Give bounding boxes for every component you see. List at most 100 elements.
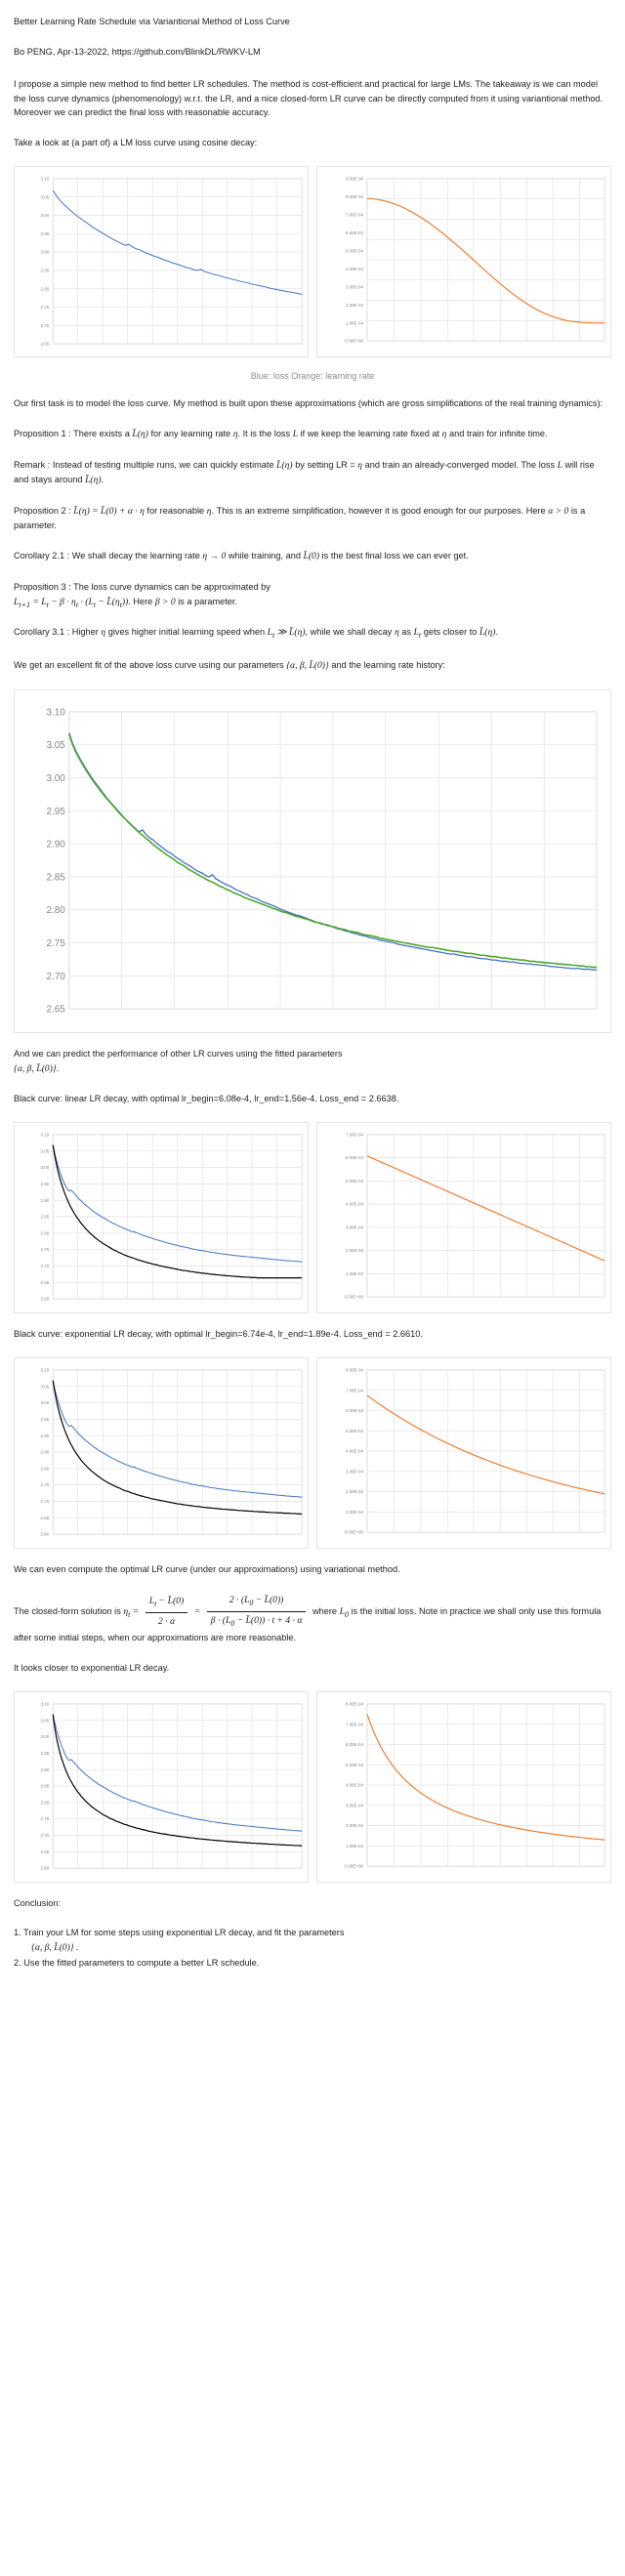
cor31-mid: gives higher initial learning speed when <box>107 627 266 638</box>
conclusion-1-params: {α, β, L̄(0)} . <box>31 1942 79 1954</box>
chart-variational-loss: 3.10 3.05 3.00 2.95 2.90 2.85 2.80 2.75 2.70 2.65… <box>14 1690 309 1883</box>
y-tick-label: 1.00E-04 <box>346 1843 364 1848</box>
y-tick-label: 3.10 <box>41 1133 50 1138</box>
plot-frame <box>366 178 605 342</box>
y-tick-label: 2.60 <box>41 1865 50 1870</box>
chart-row-variational: 3.10 3.05 3.00 2.95 2.90 2.85 2.80 2.75 2.70 2.65… <box>14 1690 611 1883</box>
y-axis-ticks: 3.10 3.05 3.00 2.95 2.90 2.85 2.80 2.75 2.70 2.65 <box>41 177 50 347</box>
prop2-math-eq: L̄(η) = L̄(0) + α · η <box>73 505 145 517</box>
first-task-paragraph: Our first task is to model the loss curv… <box>14 398 604 409</box>
chart-exp-loss: 3.10 3.05 3.00 2.95 2.90 2.85 2.80 2.75 2.70 2.65… <box>14 1357 309 1550</box>
y-tick-label: 2.90 <box>41 250 50 255</box>
closed-form-equals: = <box>193 1605 201 1617</box>
y-tick-label: 7.00E-04 <box>346 1133 364 1138</box>
predict-pre: And we can predict the performance of ot… <box>14 1048 343 1059</box>
y-tick-label: 2.65 <box>41 1516 50 1520</box>
y-axis-ticks: 3.10 3.05 3.00 2.95 2.90 2.85 2.80 2.75 2.70 2.65… <box>41 1701 50 1870</box>
y-tick-label: 2.75 <box>41 1816 50 1821</box>
cor21-math-eta: η → 0 <box>202 551 227 562</box>
fit-post: and the learning rate history: <box>331 660 445 671</box>
y-tick-label: 2.85 <box>41 1215 50 1220</box>
y-axis-ticks: 7.00E-04 6.00E-04 5.00E-04 4.00E-04 3.00E-04… <box>345 1133 364 1300</box>
cor21-mid: while training, and <box>228 551 301 561</box>
y-tick-label: 2.80 <box>46 905 65 916</box>
cor21-pre: Corollary 2.1 : We shall decay the learn… <box>14 551 200 561</box>
y-tick-label: 3.00 <box>41 1734 50 1739</box>
fit-math-params: {α, β, L̄(0)} <box>286 660 329 672</box>
remark-mid: by setting LR = <box>295 459 355 470</box>
proposition-3: Proposition 3 : The loss curve dynamics … <box>14 580 611 612</box>
y-tick-label: 0.00E+00 <box>345 1530 364 1535</box>
y-tick-label: 2.00E-04 <box>346 1823 364 1828</box>
y-tick-label: 2.80 <box>41 1800 50 1805</box>
cor31-mid4: gets closer to <box>423 627 478 638</box>
fitted-loss-line <box>68 733 598 969</box>
closed-form-L0: L0 <box>339 1605 349 1619</box>
predict-math-params: {α, β, L̄(0)} <box>14 1062 57 1074</box>
chart-exp-lr-svg: 8.00E-04 7.00E-04 6.00E-04 5.00E-04 4.00E-04… <box>345 1368 605 1535</box>
chart-row-fit: 3.10 3.05 3.00 2.95 2.90 2.85 2.80 2.75 2.70 2.65 <box>14 688 611 1033</box>
chart-caption-legend: Blue: loss Orange: learning rate <box>250 371 375 382</box>
y-tick-label: 2.60 <box>41 1532 50 1537</box>
y-tick-label: 3.05 <box>46 740 65 751</box>
prop3-math-beta: β > 0 <box>154 596 176 607</box>
chart-linear-lr-svg: 7.00E-04 6.00E-04 5.00E-04 4.00E-04 3.00E-04… <box>345 1133 605 1300</box>
remark-math-L: L <box>557 459 562 471</box>
plot-frame <box>52 1134 303 1300</box>
cor31-pre: Corollary 3.1 : Higher <box>14 627 99 638</box>
closed-form-post2: is the initial loss. Note in practice we… <box>14 1605 602 1642</box>
gridlines <box>53 1369 303 1535</box>
y-tick-label: 3.10 <box>41 1701 50 1706</box>
y-tick-label: 2.00E-04 <box>346 1248 364 1253</box>
closed-form-frac2-den: β · (L0 − L̄(0)) · t + 4 · α <box>210 1614 303 1628</box>
y-tick-label: 1.00E-04 <box>346 1271 364 1276</box>
y-tick-label: 3.00E-04 <box>346 285 364 290</box>
y-tick-label: 0.00E+00 <box>345 1295 364 1300</box>
y-tick-label: 2.80 <box>41 1467 50 1472</box>
y-tick-label: 2.90 <box>41 1198 50 1203</box>
gridlines <box>53 1134 303 1300</box>
chart-linear-lr: 7.00E-04 6.00E-04 5.00E-04 4.00E-04 3.00E-04… <box>316 1122 611 1314</box>
corollary-3-1: Corollary 3.1 : Higher η gives higher in… <box>14 625 611 643</box>
y-tick-label: 0.00E+00 <box>345 1863 364 1868</box>
predicted-loss-line <box>52 1144 303 1279</box>
cor21-math-lbar0: L̄(0) <box>303 551 320 562</box>
cor31-mid2: , while we shall decay <box>305 627 393 638</box>
y-tick-label: 2.95 <box>41 1417 50 1422</box>
y-tick-label: 6.00E-04 <box>346 230 364 235</box>
prop3-here: . Here <box>128 596 153 606</box>
remark-mid2: and train an already-converged model. Th… <box>364 459 556 470</box>
cor31-mid3: as <box>401 627 412 638</box>
y-tick-label: 2.65 <box>41 1849 50 1853</box>
looks-closer-paragraph: It looks closer to exponential LR decay. <box>14 1662 170 1673</box>
corollary-2-1: Corollary 2.1 : We shall decay the learn… <box>14 549 611 564</box>
y-tick-label: 2.75 <box>41 305 50 310</box>
plot-frame <box>52 178 303 345</box>
page-title: Better Learning Rate Schedule via Varian… <box>14 17 290 26</box>
y-tick-label: 3.00 <box>46 773 65 784</box>
cor31-math-Lt: Lt <box>413 627 422 641</box>
y-tick-label: 2.90 <box>41 1766 50 1771</box>
y-tick-label: 4.00E-04 <box>346 1202 364 1207</box>
y-tick-label: 2.75 <box>41 1482 50 1487</box>
plot-frame <box>52 1369 303 1535</box>
proposition-1: Proposition 1 : There exists a L̄(η) for… <box>14 427 611 442</box>
cor31-end: . <box>495 627 498 638</box>
chart-row-cosine: 3.10 3.05 3.00 2.95 2.90 2.85 2.80 2.75 2.70 2.65 <box>14 166 611 358</box>
y-tick-label: 4.00E-04 <box>346 1782 364 1787</box>
y-tick-label: 6.00E-04 <box>346 1155 364 1160</box>
chart-linear-loss: 3.10 3.05 3.00 2.95 2.90 2.85 2.80 2.75 2.70 2.65… <box>14 1122 309 1314</box>
cor31-math-gg: Lt ≫ L̄(η) <box>267 627 306 641</box>
chart-variational-loss-svg: 3.10 3.05 3.00 2.95 2.90 2.85 2.80 2.75 2.70 2.65… <box>41 1701 303 1870</box>
chart-variational-lr-svg: 8.00E-04 7.00E-04 6.00E-04 5.00E-04 4.00E-04… <box>345 1701 605 1868</box>
gridlines <box>366 1134 605 1298</box>
y-tick-label: 2.70 <box>41 1499 50 1504</box>
predict-paragraph: And we can predict the performance of ot… <box>14 1047 611 1076</box>
y-tick-label: 0.00E+00 <box>345 339 364 344</box>
prop1-math-L: L <box>292 429 299 440</box>
y-tick-label: 2.65 <box>41 342 50 347</box>
prop1-math-lbar: L̄(η) <box>132 429 148 440</box>
y-tick-label: 2.90 <box>41 1433 50 1438</box>
y-tick-label: 6.00E-04 <box>346 1742 364 1747</box>
chart-exp-lr: 8.00E-04 7.00E-04 6.00E-04 5.00E-04 4.00E-04… <box>316 1357 611 1550</box>
